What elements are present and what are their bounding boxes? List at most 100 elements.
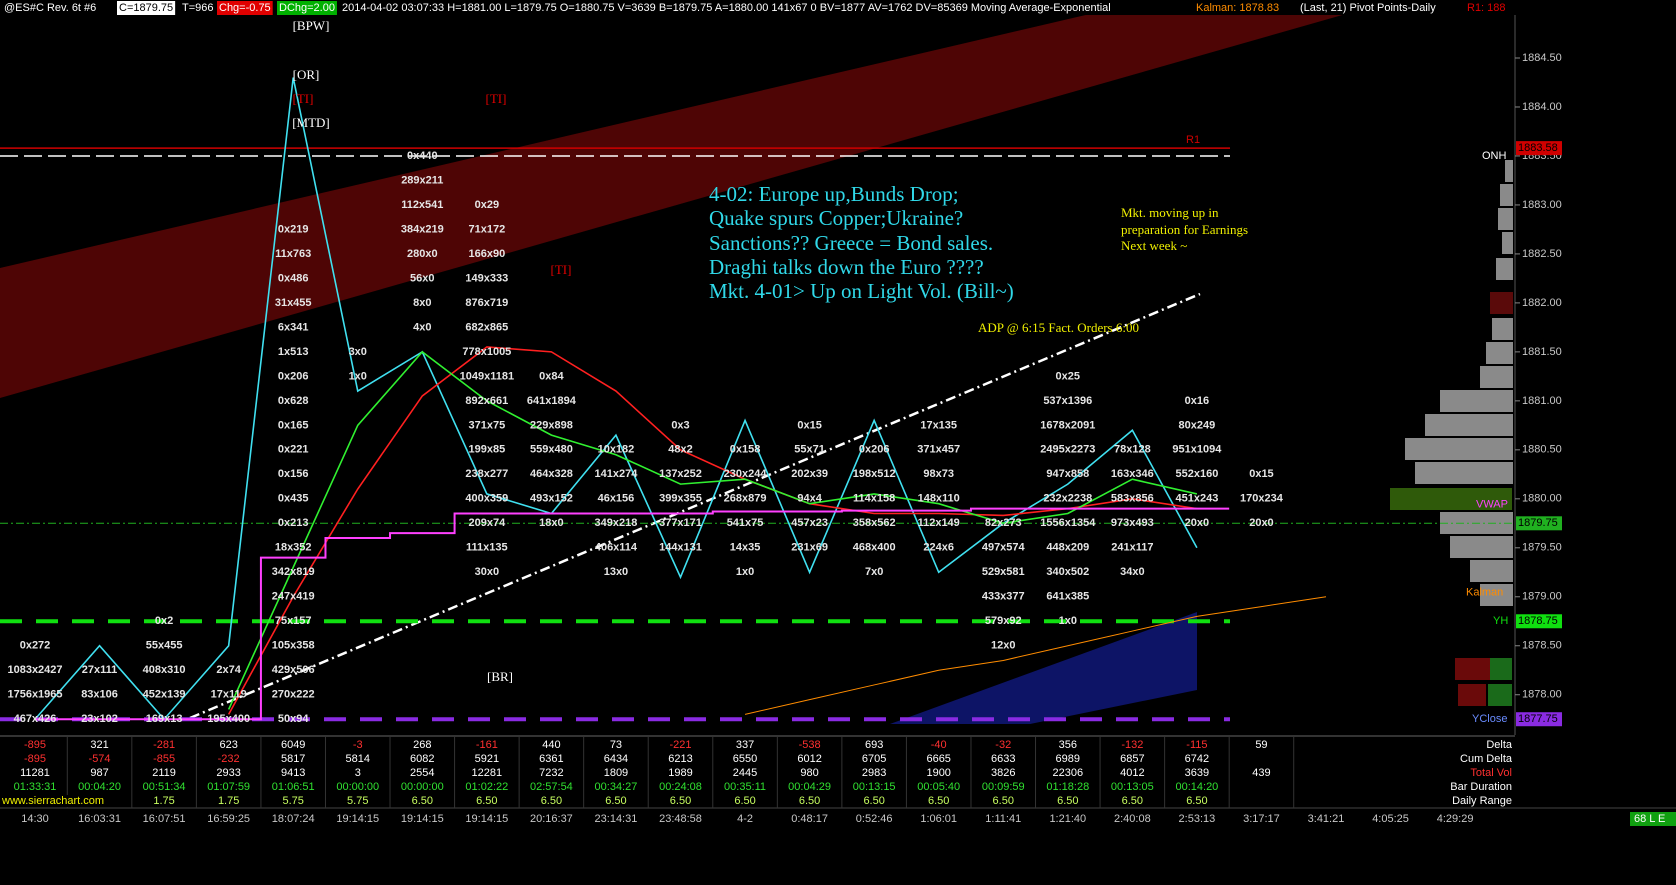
table-area <box>0 735 1676 808</box>
footprint-cell: 451x243 <box>1175 493 1218 505</box>
table-cell: 00:34:27 <box>595 781 638 793</box>
footprint-cell: 0x213 <box>278 517 309 529</box>
table-cell: 6.50 <box>1122 795 1143 807</box>
row-label: Cum Delta <box>1460 753 1513 765</box>
annotation: Draghi talks down the Euro ???? <box>709 255 984 279</box>
table-cell: -232 <box>218 753 240 765</box>
footprint-cell: 163x346 <box>1111 468 1154 480</box>
table-cell: 2445 <box>733 767 757 779</box>
x-tick-label: 1:11:41 <box>985 813 1021 825</box>
table-cell: 3639 <box>1185 767 1209 779</box>
x-tick-label: 2:53:13 <box>1179 813 1216 825</box>
x-tick-label: 4-2 <box>737 813 753 825</box>
footprint-cell: 1049x1181 <box>460 370 514 382</box>
price-tag-bg <box>1516 516 1562 531</box>
table-cell: 6012 <box>797 753 821 765</box>
level-name: ONH <box>1482 150 1507 162</box>
x-tick-label: 16:07:51 <box>143 813 186 825</box>
footprint-cell: 78x128 <box>1114 444 1151 456</box>
footprint-cell: 23x102 <box>81 713 118 725</box>
x-tick-label: 19:14:15 <box>465 813 508 825</box>
footprint-cell: 199x85 <box>468 444 505 456</box>
footprint-cell: 1x0 <box>1059 615 1077 627</box>
header-box <box>217 1 273 15</box>
annotation: preparation for Earnings <box>1121 222 1248 237</box>
footprint-cell: 358x562 <box>853 517 896 529</box>
footprint-cell: 166x90 <box>468 248 505 260</box>
footprint-cell: 583x856 <box>1111 493 1154 505</box>
footprint-cell: 1083x2427 <box>7 664 62 676</box>
header-box <box>117 1 176 15</box>
header-kalman: Kalman: 1878.83 <box>1196 2 1279 14</box>
x-tick-label: 0:52:46 <box>856 813 893 825</box>
footprint-cell: 1x513 <box>278 346 309 358</box>
footprint-cell: 34x0 <box>1120 566 1144 578</box>
annotation: Next week ~ <box>1121 238 1187 253</box>
series-line <box>227 350 1198 710</box>
footprint-cell: 384x219 <box>401 223 444 235</box>
footprint-cell: 641x385 <box>1046 591 1089 603</box>
footprint-cell: 0x165 <box>278 419 309 431</box>
row-label: Total Vol <box>1470 767 1512 779</box>
series-line <box>227 346 1198 715</box>
volume-profile <box>1390 160 1513 706</box>
y-tick-label: 1881.50 <box>1522 346 1562 358</box>
table-cell: 439 <box>1252 767 1270 779</box>
table-cell: 00:00:00 <box>336 781 379 793</box>
footprint-cell: 231x69 <box>791 542 828 554</box>
table-cell: 6434 <box>604 753 628 765</box>
x-tick-label: 3:17:17 <box>1243 813 1280 825</box>
footprint-cell: 448x209 <box>1046 542 1089 554</box>
footprint-cell: 493x152 <box>530 493 573 505</box>
footprint-cell: 497x574 <box>982 542 1026 554</box>
table-cell: 1.75 <box>153 795 174 807</box>
footprint-cell: 55x455 <box>146 640 183 652</box>
footprint-cell: 399x355 <box>659 493 702 505</box>
footprint-cell: 14x35 <box>730 542 761 554</box>
series-label: VWAP <box>1476 499 1508 511</box>
footprint-cell: 0x221 <box>278 444 309 456</box>
watermark: www.sierrachart.com <box>1 795 104 807</box>
x-tick-label: 20:16:37 <box>530 813 573 825</box>
x-tick-label: 1:06:01 <box>920 813 957 825</box>
footprint-cell: 2x74 <box>216 664 241 676</box>
table-cell: 00:05:40 <box>917 781 960 793</box>
footprint-cell: 452x139 <box>143 689 186 701</box>
y-tick-label: 1878.00 <box>1522 689 1562 701</box>
table-cell: 987 <box>90 767 108 779</box>
table-cell: 00:35:11 <box>724 781 766 793</box>
footprint-cell: 229x898 <box>530 419 573 431</box>
footprint-cell: 0x628 <box>278 395 309 407</box>
table-cell: 980 <box>800 767 818 779</box>
footprint-cell: 82x273 <box>985 517 1022 529</box>
x-tick-label: 1:21:40 <box>1049 813 1086 825</box>
price-tag-bg <box>1516 712 1562 727</box>
table-cell: -32 <box>995 739 1011 751</box>
footprint-cell: 371x75 <box>468 419 505 431</box>
footprint-cell: 232x2238 <box>1043 493 1092 505</box>
footprint-cell: 3x0 <box>349 346 367 358</box>
header-bg <box>0 0 1676 15</box>
footprint-cell: 11x763 <box>275 248 311 260</box>
footprint-cell: 112x149 <box>918 517 960 529</box>
footprint-cell: 94x4 <box>797 493 822 505</box>
annotation: 4-02: Europe up,Bunds Drop; <box>709 182 959 206</box>
y-tick-label: 1880.00 <box>1522 493 1562 505</box>
footprint-cell: 0x84 <box>539 370 564 382</box>
x-tick-label: 4:29:29 <box>1437 813 1474 825</box>
table-cell: -538 <box>799 739 821 751</box>
annotation: [MTD] <box>292 115 330 130</box>
table-cell: 268 <box>413 739 431 751</box>
table-cell: -221 <box>669 739 691 751</box>
table-cell: -855 <box>153 753 175 765</box>
table-cell: 6.50 <box>1186 795 1207 807</box>
y-tick-label: 1881.00 <box>1522 395 1562 407</box>
footprint-cell: 112x541 <box>401 199 443 211</box>
header-daily_change: DChg=2.00 <box>279 2 335 14</box>
table-cell: -161 <box>476 739 498 751</box>
table-cell: 5817 <box>281 753 305 765</box>
table-cell: -132 <box>1121 739 1143 751</box>
footprint-cell: 0x206 <box>859 444 890 456</box>
price-tag: 1883.58 <box>1518 142 1558 154</box>
